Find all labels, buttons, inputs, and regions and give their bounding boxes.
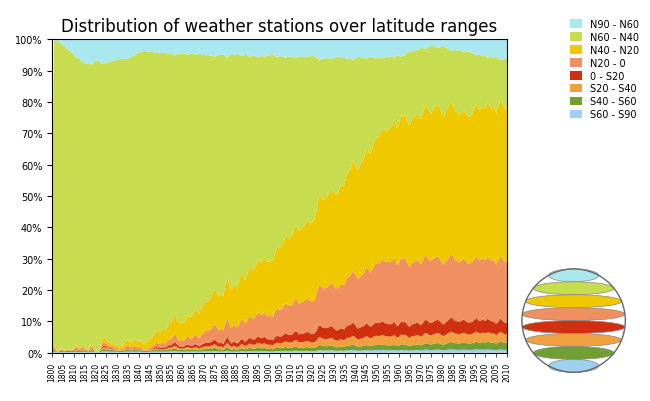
Ellipse shape	[533, 282, 614, 295]
Ellipse shape	[549, 269, 599, 282]
Ellipse shape	[526, 334, 621, 346]
Legend: N90 - N60, N60 - N40, N40 - N20, N20 - 0, 0 - S20, S20 - S40, S40 - S60, S60 - S: N90 - N60, N60 - N40, N40 - N20, N20 - 0…	[567, 17, 642, 123]
Ellipse shape	[533, 346, 614, 359]
Ellipse shape	[523, 321, 625, 334]
Title: Distribution of weather stations over latitude ranges: Distribution of weather stations over la…	[61, 18, 498, 36]
Ellipse shape	[549, 359, 599, 373]
Ellipse shape	[526, 295, 621, 308]
Ellipse shape	[523, 308, 625, 321]
